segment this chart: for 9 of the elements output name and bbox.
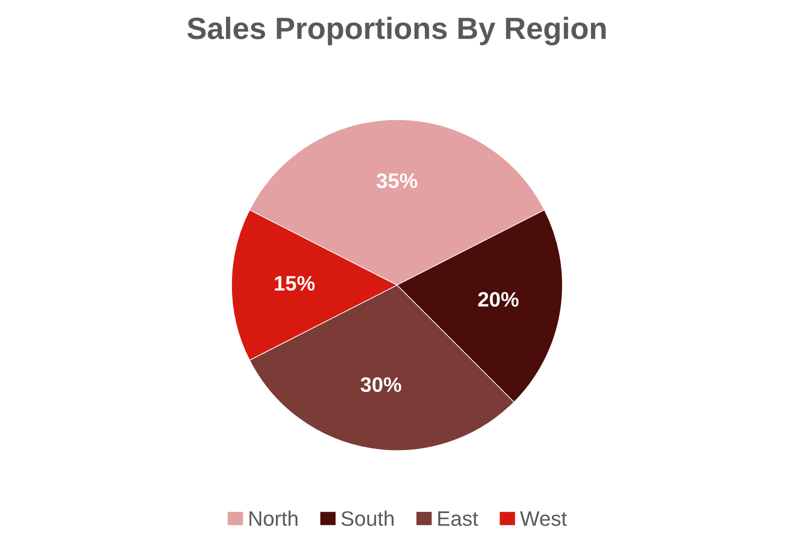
legend-label: East: [438, 511, 478, 526]
legend-label: North: [250, 510, 298, 526]
data-label: 20%: [478, 292, 519, 307]
data-label: 30%: [360, 377, 402, 392]
data-label: 35%: [376, 173, 418, 188]
data-label: 15%: [274, 276, 315, 291]
chart-title: Sales Proportions By Region: [187, 16, 606, 46]
legend-label: West: [520, 511, 567, 526]
legend-label: South: [341, 510, 394, 526]
